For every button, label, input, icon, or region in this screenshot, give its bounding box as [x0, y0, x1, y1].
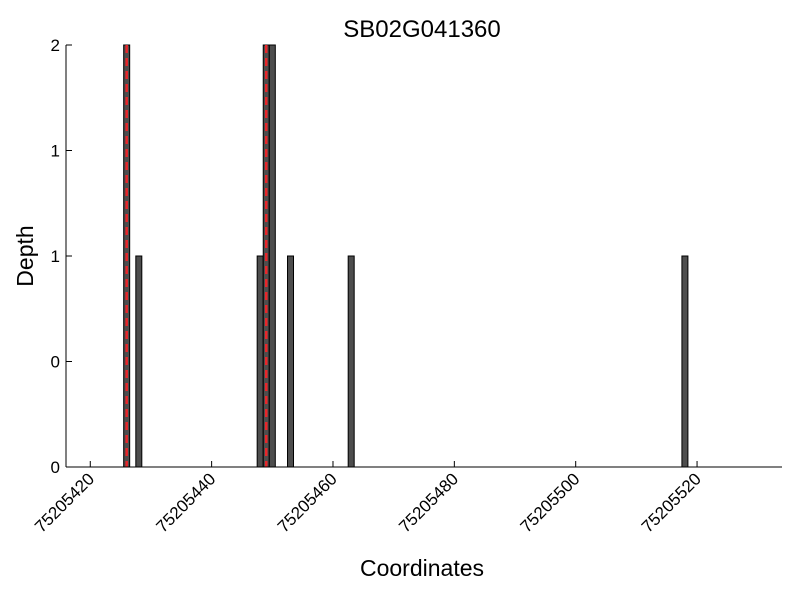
- x-tick-label-0: 75205420: [31, 469, 98, 536]
- bar-2: [256, 255, 264, 468]
- bar-7: [681, 255, 689, 468]
- x-tick-label-1: 75205440: [153, 469, 220, 536]
- x-axis-label: Coordinates: [360, 555, 484, 581]
- x-tick-label-4: 75205500: [517, 469, 584, 536]
- bar-1: [135, 255, 143, 468]
- bars-layer: [123, 44, 689, 468]
- x-tick-label-3: 75205480: [395, 469, 462, 536]
- x-tick-label-2: 75205460: [274, 469, 341, 536]
- y-tick-label-2: 1: [51, 247, 60, 266]
- bar-5: [287, 255, 295, 468]
- chart-title: SB02G041360: [343, 16, 500, 43]
- axes-layer: 0 0 1 1 2 75205420 75205440 75205460 75205480 752…: [31, 36, 782, 536]
- y-tick-label-0: 0: [51, 458, 60, 477]
- x-tick-label-5: 75205520: [638, 469, 705, 536]
- y-axis-label: Depth: [12, 225, 38, 286]
- bar-6: [347, 255, 355, 468]
- bar-4: [268, 44, 276, 468]
- y-tick-label-1: 0: [51, 353, 60, 372]
- markers-layer: [125, 45, 268, 467]
- y-tick-label-4: 2: [51, 36, 60, 55]
- y-tick-label-3: 1: [51, 142, 60, 161]
